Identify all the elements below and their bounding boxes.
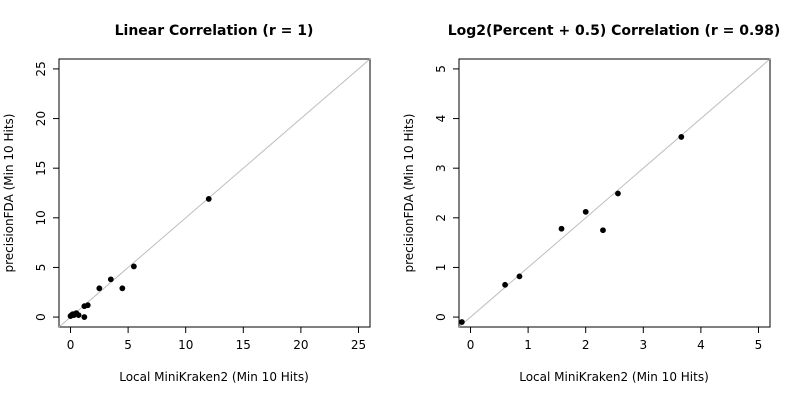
data-point — [205, 196, 212, 202]
plot-frame-linear — [58, 58, 371, 328]
x-tick-label: 10 — [178, 338, 193, 352]
y-tick-label: 2 — [434, 214, 448, 222]
reference-line — [58, 58, 371, 328]
chart-panel-linear: Linear Correlation (r = 1) 0 5 10 15 20 25 0 5… — [2, 23, 371, 384]
data-point — [107, 276, 114, 283]
data-point — [119, 285, 126, 292]
points-log — [458, 134, 685, 325]
x-tick-label: 5 — [755, 338, 763, 352]
y-tick-label: 0 — [34, 313, 48, 321]
data-point — [458, 319, 465, 325]
reference-line-group-linear — [58, 58, 371, 328]
data-point — [130, 263, 137, 270]
chart-title-log: Log2(Percent + 0.5) Correlation (r = 0.9… — [448, 23, 780, 39]
x-axis-label-log: Local MiniKraken2 (Min 10 Hits) — [519, 370, 709, 384]
data-point — [516, 273, 523, 280]
data-point — [84, 302, 91, 309]
x-tick-label: 0 — [67, 338, 75, 352]
y-tick-label: 1 — [434, 264, 448, 272]
x-tick-label: 25 — [351, 338, 366, 352]
y-tick-label: 10 — [34, 210, 48, 225]
y-axis-label-log: precisionFDA (Min 10 Hits) — [402, 114, 416, 273]
chart-title-linear: Linear Correlation (r = 1) — [115, 23, 314, 39]
x-tick-label: 3 — [639, 338, 647, 352]
y-tick-label: 5 — [434, 65, 448, 73]
data-point — [600, 227, 606, 234]
y-axis-label-linear: precisionFDA (Min 10 Hits) — [2, 114, 16, 273]
x-tick-label: 5 — [124, 338, 132, 352]
data-point — [582, 208, 589, 215]
x-axis-linear: 0 5 10 15 20 25 — [67, 327, 366, 352]
plot-frame-log — [458, 58, 771, 328]
data-point — [75, 312, 82, 318]
y-tick-label: 4 — [434, 115, 448, 123]
x-tick-label: 15 — [236, 338, 251, 352]
y-tick-label: 3 — [434, 164, 448, 172]
y-tick-label: 20 — [34, 111, 48, 126]
y-tick-label: 0 — [434, 313, 448, 321]
y-tick-label: 5 — [34, 264, 48, 272]
data-point — [96, 285, 103, 292]
data-point — [615, 190, 621, 197]
data-point — [678, 134, 685, 140]
x-tick-label: 2 — [582, 338, 590, 352]
y-tick-label: 25 — [34, 61, 48, 76]
y-tick-label: 15 — [34, 161, 48, 176]
x-axis-label-linear: Local MiniKraken2 (Min 10 Hits) — [119, 370, 309, 384]
x-tick-label: 4 — [697, 338, 705, 352]
x-tick-label: 0 — [467, 338, 475, 352]
reference-line — [458, 58, 771, 328]
data-point — [81, 314, 88, 320]
y-axis-linear: 0 5 10 15 20 25 — [34, 61, 59, 321]
x-tick-label: 1 — [524, 338, 532, 352]
chart-panel-log: Log2(Percent + 0.5) Correlation (r = 0.9… — [402, 23, 780, 384]
y-axis-log: 0 1 2 3 4 5 — [434, 65, 459, 321]
data-point — [502, 281, 508, 288]
points-linear — [67, 196, 212, 320]
reference-line-group-log — [458, 58, 771, 328]
x-axis-log: 0 1 2 3 4 5 — [467, 327, 763, 352]
data-point — [558, 225, 565, 232]
x-tick-label: 20 — [293, 338, 308, 352]
